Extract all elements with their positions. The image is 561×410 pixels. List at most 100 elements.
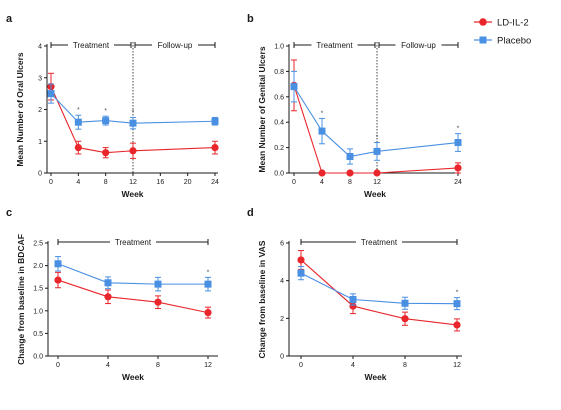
phase-label: Treatment bbox=[316, 41, 353, 50]
y-tick-label: 2.0 bbox=[33, 263, 43, 270]
y-tick-label: 4 bbox=[280, 278, 284, 285]
series-line bbox=[300, 272, 458, 305]
phase-label: Treatment bbox=[73, 41, 110, 50]
significance-marker: * bbox=[376, 135, 379, 142]
y-tick-label: 0.6 bbox=[274, 94, 284, 101]
y-tick-label: 1.0 bbox=[33, 308, 43, 315]
phase-label: Treatment bbox=[361, 238, 398, 247]
y-tick-label: 2 bbox=[38, 107, 42, 114]
y-tick-label: 0.4 bbox=[274, 120, 284, 127]
x-tick-label: 12 bbox=[204, 362, 212, 369]
data-point bbox=[104, 279, 112, 287]
phase-label-bg bbox=[152, 39, 198, 50]
y-tick-label: 6 bbox=[280, 241, 284, 248]
x-tick-label: 0 bbox=[49, 179, 53, 186]
data-point bbox=[102, 117, 110, 125]
data-point bbox=[346, 169, 354, 177]
data-point bbox=[454, 164, 462, 172]
y-tick-label: 0.8 bbox=[274, 69, 284, 76]
series-line bbox=[57, 263, 208, 285]
y-axis-title: Mean Number of Genital Ulcers bbox=[257, 46, 267, 172]
x-tick-label: 8 bbox=[348, 179, 352, 186]
panel-label: d bbox=[247, 207, 254, 219]
y-axis-title: Mean Number of Oral Ulcers bbox=[15, 52, 25, 167]
y-axis-title: Change from baseline in BDCAF bbox=[16, 234, 26, 365]
legend-marker bbox=[479, 18, 487, 26]
data-point bbox=[211, 117, 219, 125]
data-point bbox=[204, 309, 212, 317]
y-tick-label: 4 bbox=[38, 44, 42, 51]
y-tick-label: 2 bbox=[280, 316, 284, 323]
data-point bbox=[74, 144, 82, 152]
series-line bbox=[57, 279, 209, 314]
data-point bbox=[74, 118, 82, 126]
phase-label-bg bbox=[110, 236, 156, 247]
panel-c: c 0.0 0.5 1.0 1.5 2.0 2.5 0 4 8 12 Week Change from … bbox=[6, 207, 218, 382]
x-tick-label: 16 bbox=[156, 179, 164, 186]
x-tick-label: 0 bbox=[56, 362, 60, 369]
significance-marker: * bbox=[77, 107, 80, 114]
y-tick-label: 0.0 bbox=[274, 171, 284, 178]
data-point bbox=[47, 90, 55, 98]
x-tick-label: 4 bbox=[106, 362, 110, 369]
y-axis-title: Change from baseline in VAS bbox=[257, 240, 267, 358]
x-tick-label: 0 bbox=[299, 362, 303, 369]
data-point bbox=[54, 276, 62, 284]
data-point bbox=[373, 169, 381, 177]
x-axis-title: Week bbox=[364, 372, 386, 382]
data-point bbox=[373, 147, 381, 155]
y-tick-label: 0.2 bbox=[274, 145, 284, 152]
legend: LD-IL-2 Placebo bbox=[474, 18, 531, 47]
x-tick-label: 4 bbox=[320, 179, 324, 186]
significance-marker: * bbox=[321, 110, 324, 117]
x-tick-label: 12 bbox=[129, 179, 137, 186]
data-point bbox=[453, 321, 461, 329]
data-point bbox=[453, 300, 461, 308]
panel-d: d 0 2 4 6 0 4 8 12 Week Change from baseline in VA… bbox=[247, 207, 462, 382]
data-point bbox=[297, 269, 305, 277]
x-tick-label: 12 bbox=[373, 179, 381, 186]
data-point bbox=[211, 144, 219, 152]
data-point bbox=[154, 280, 162, 288]
significance-marker: * bbox=[104, 108, 107, 115]
phase-label: Follow-up bbox=[158, 41, 193, 50]
x-axis-title: Week bbox=[121, 189, 143, 199]
y-tick-label: 1.0 bbox=[274, 44, 284, 51]
x-tick-label: 8 bbox=[156, 362, 160, 369]
phase-label: Treatment bbox=[115, 238, 152, 247]
data-point bbox=[401, 299, 409, 307]
data-point bbox=[401, 315, 409, 323]
x-tick-label: 4 bbox=[351, 362, 355, 369]
panel-label: b bbox=[247, 13, 254, 25]
x-tick-label: 0 bbox=[292, 179, 296, 186]
data-point bbox=[154, 298, 162, 306]
y-tick-label: 0.0 bbox=[33, 354, 43, 361]
significance-marker: * bbox=[132, 109, 135, 116]
y-tick-label: 1.5 bbox=[33, 286, 43, 293]
y-tick-label: 3 bbox=[38, 75, 42, 82]
data-point bbox=[204, 280, 212, 288]
y-tick-label: 0 bbox=[38, 171, 42, 178]
y-tick-label: 0.5 bbox=[33, 331, 43, 338]
series-line bbox=[293, 86, 459, 158]
panel-b: b 0.0 0.2 0.4 0.6 0.8 1.0 0 4 8 12 24 Week Mean Numbe… bbox=[247, 13, 462, 199]
data-point bbox=[129, 119, 137, 127]
phase-label-bg bbox=[356, 236, 402, 247]
significance-marker: * bbox=[207, 269, 210, 276]
x-axis-title: Week bbox=[364, 189, 386, 199]
panel-label: a bbox=[6, 13, 13, 25]
phase-label-bg bbox=[311, 39, 358, 50]
data-point bbox=[297, 256, 305, 264]
significance-marker: * bbox=[457, 126, 460, 133]
legend-label: LD-IL-2 bbox=[497, 18, 529, 29]
data-point bbox=[318, 169, 326, 177]
data-point bbox=[454, 139, 462, 147]
y-tick-label: 0 bbox=[280, 354, 284, 361]
data-point bbox=[104, 293, 112, 301]
x-tick-label: 4 bbox=[76, 179, 80, 186]
x-tick-label: 24 bbox=[454, 179, 462, 186]
data-point bbox=[129, 147, 137, 155]
series-line bbox=[300, 259, 458, 326]
